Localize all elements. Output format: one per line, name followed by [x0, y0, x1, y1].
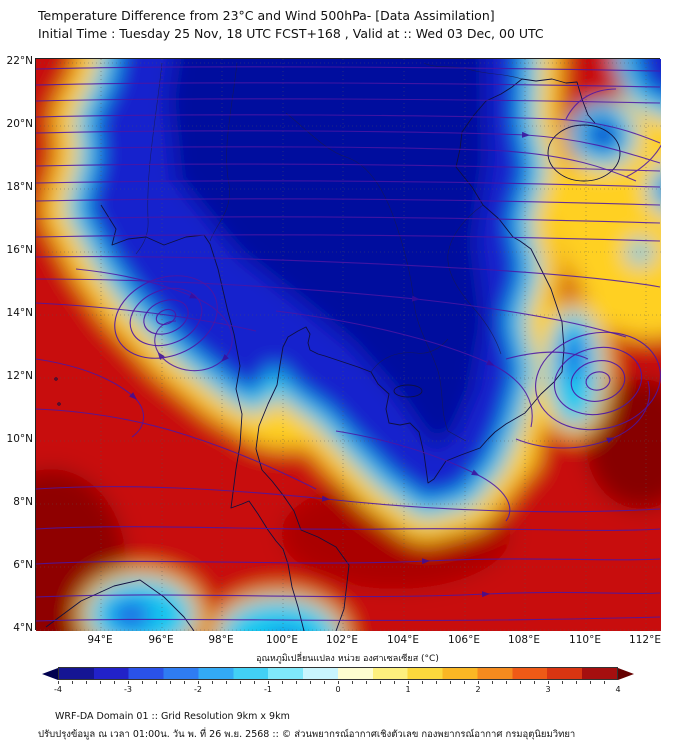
colorbar-tick: 1 [405, 685, 411, 694]
colorbar-left-arrow [42, 667, 58, 680]
temperature-field [36, 59, 661, 631]
lat-tick: 8°N [13, 496, 33, 508]
grid-lines [36, 59, 661, 631]
chart-subtitle: Initial Time : Tuesday 25 Nov, 18 UTC FC… [38, 26, 544, 41]
colorbar-tick: -2 [194, 685, 202, 694]
colorbar-gradient [58, 667, 618, 680]
colorbar-tick: -4 [54, 685, 62, 694]
colorbar-tick: 3 [545, 685, 551, 694]
colorbar-right-arrow [618, 667, 634, 680]
lon-tick: 98°E [208, 634, 234, 646]
colorbar-tick: 2 [475, 685, 481, 694]
lon-tick: 102°E [326, 634, 358, 646]
lon-tick: 100°E [266, 634, 298, 646]
lat-tick: 20°N [6, 118, 33, 130]
colorbar-minor-ticks [58, 681, 618, 684]
map-canvas [36, 59, 661, 631]
wind-vortex-right [535, 331, 661, 431]
lat-tick: 18°N [6, 181, 33, 193]
footer-domain-info: WRF-DA Domain 01 :: Grid Resolution 9km … [55, 711, 290, 722]
colorbar-tick: 4 [615, 685, 621, 694]
lon-tick: 96°E [148, 634, 174, 646]
lat-tick: 12°N [6, 370, 33, 382]
chart-title: Temperature Difference from 23°C and Win… [38, 8, 495, 23]
wind-streamlines [36, 66, 661, 622]
lon-tick: 104°E [387, 634, 419, 646]
lon-tick: 94°E [87, 634, 113, 646]
colorbar-tick: -1 [264, 685, 272, 694]
lon-tick: 110°E [569, 634, 601, 646]
coastlines [45, 78, 621, 631]
colorbar-label: อุณหภูมิเปลี่ยนแปลง หน่วย องศาเซลเซียส (… [256, 654, 439, 664]
lat-tick: 6°N [13, 559, 33, 571]
colorbar [42, 667, 634, 680]
lon-tick: 108°E [508, 634, 540, 646]
footer-update-credit: ปรับปรุงข้อมูล ณ เวลา 01:00น. วัน พ. ที่… [38, 729, 576, 740]
lon-tick: 106°E [448, 634, 480, 646]
wind-vortex-left [114, 275, 218, 359]
lat-tick: 10°N [6, 433, 33, 445]
map-plot [35, 58, 661, 631]
lat-tick: 22°N [6, 55, 33, 67]
colorbar-ticks: -4 -3 -2 -1 0 1 2 3 4 [54, 685, 621, 695]
lat-tick: 14°N [6, 307, 33, 319]
colorbar-tick: -3 [124, 685, 132, 694]
lat-tick: 16°N [6, 244, 33, 256]
lon-tick: 112°E [629, 634, 661, 646]
colorbar-tick: 0 [335, 685, 341, 694]
country-borders [135, 62, 523, 442]
lat-tick: 4°N [13, 622, 33, 634]
